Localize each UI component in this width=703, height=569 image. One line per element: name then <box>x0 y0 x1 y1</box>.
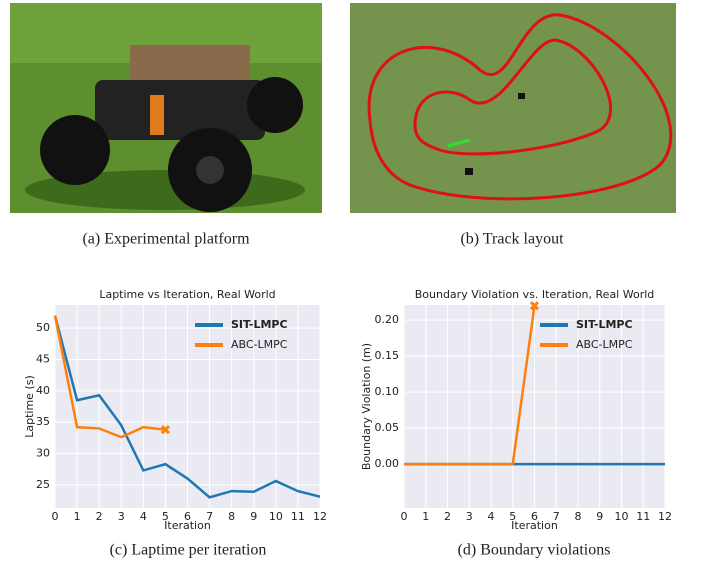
x-tick-label: 8 <box>228 510 235 523</box>
chart-title: Laptime vs Iteration, Real World <box>99 288 275 301</box>
x-axis-label: Iteration <box>164 519 211 532</box>
x-tick-label: 10 <box>269 510 283 523</box>
caption: (d) Boundary violations <box>458 542 611 559</box>
chart-title: Boundary Violation vs. Iteration, Real W… <box>415 288 655 301</box>
y-axis-label: Boundary Violation (m) <box>360 343 373 470</box>
y-tick-label: 0.20 <box>375 313 400 326</box>
x-tick-label: 9 <box>250 510 257 523</box>
x-tick-label: 4 <box>140 510 147 523</box>
y-tick-label: 0.15 <box>375 349 400 362</box>
x-tick-label: 1 <box>74 510 81 523</box>
caption: (a) Experimental platform <box>82 231 250 248</box>
x-tick-label: 0 <box>401 510 408 523</box>
x-tick-label: 3 <box>466 510 473 523</box>
x-tick-label: 11 <box>291 510 305 523</box>
x-tick-label: 4 <box>488 510 495 523</box>
x-tick-label: 0 <box>52 510 59 523</box>
x-tick-label: 12 <box>313 510 327 523</box>
y-tick-label: 25 <box>36 478 50 491</box>
y-tick-label: 0.05 <box>375 421 400 434</box>
photo-platform <box>10 3 322 213</box>
x-axis-label: Iteration <box>511 519 558 532</box>
legend-label: ABC-LMPC <box>576 338 633 351</box>
figure: (a) Experimental platform (b) Track layo… <box>0 0 703 569</box>
caption: (b) Track layout <box>460 231 564 248</box>
legend-label: SIT-LMPC <box>576 318 633 331</box>
x-tick-label: 1 <box>422 510 429 523</box>
y-tick-label: 50 <box>36 321 50 334</box>
x-tick-label: 2 <box>96 510 103 523</box>
x-tick-label: 10 <box>615 510 629 523</box>
x-tick-label: 2 <box>444 510 451 523</box>
x-tick-label: 11 <box>636 510 650 523</box>
y-axis-label: Laptime (s) <box>23 375 36 438</box>
y-tick-label: 30 <box>36 446 50 459</box>
x-tick-label: 8 <box>575 510 582 523</box>
y-tick-label: 45 <box>36 353 50 366</box>
y-tick-label: 0.00 <box>375 457 400 470</box>
y-tick-label: 40 <box>36 384 50 397</box>
x-tick-label: 3 <box>118 510 125 523</box>
photo-track <box>350 3 676 213</box>
legend-label: ABC-LMPC <box>231 338 288 351</box>
y-tick-label: 35 <box>36 415 50 428</box>
page: {"captions": ["(a) Experimental platform… <box>0 0 703 569</box>
x-tick-label: 9 <box>596 510 603 523</box>
x-tick-label: 12 <box>658 510 672 523</box>
caption: (c) Laptime per iteration <box>110 542 267 559</box>
legend-label: SIT-LMPC <box>231 318 288 331</box>
y-tick-label: 0.10 <box>375 385 400 398</box>
